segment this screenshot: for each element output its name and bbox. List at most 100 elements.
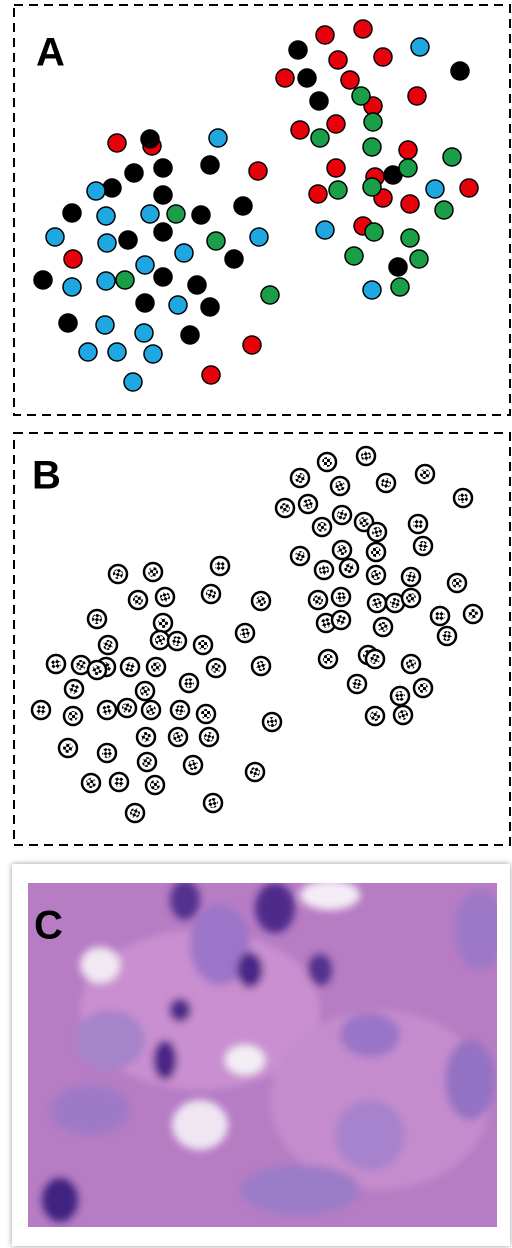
point-pattern [412,519,423,529]
point-pattern [295,473,305,483]
point [95,315,115,335]
point-pattern [91,665,102,675]
point [124,163,144,183]
point [143,344,163,364]
point [351,86,371,106]
point [45,227,65,247]
point [242,335,262,355]
point [140,204,160,224]
point-pattern [184,678,194,688]
point-pattern [371,547,381,557]
point [86,181,106,201]
point-pattern [323,654,333,664]
point-pattern [336,615,346,625]
point [388,257,408,277]
point [297,68,317,88]
point [275,68,295,88]
panel-label: C [34,904,63,948]
point [153,158,173,178]
point-pattern [125,662,135,672]
point [260,285,280,305]
point [153,222,173,242]
point-pattern [140,686,150,696]
point-pattern [442,631,452,641]
point-pattern [148,567,158,577]
point [328,180,348,200]
point [200,297,220,317]
point-pattern [113,569,123,579]
point-pattern [406,659,416,669]
point [97,233,117,253]
point [308,184,328,204]
point-pattern [206,589,216,599]
point [134,323,154,343]
point [398,140,418,160]
point [191,205,211,225]
point [153,267,173,287]
point-pattern [256,596,266,606]
point-pattern [36,705,46,715]
point-pattern [303,499,313,509]
point-pattern [370,711,380,721]
point-pattern [204,732,214,742]
point-pattern [267,717,277,727]
point [410,37,430,57]
point-pattern [452,578,462,588]
point-pattern [417,541,428,551]
panel-label: A [36,31,65,75]
point [326,158,346,178]
point-pattern [68,711,78,721]
point [123,372,143,392]
point [187,275,207,295]
point [398,158,418,178]
point [315,220,335,240]
point [400,228,420,248]
point [96,206,116,226]
point-pattern [86,778,96,788]
point-pattern [150,780,160,790]
point [153,185,173,205]
point-pattern [398,710,408,720]
point-pattern [313,595,323,605]
point-pattern [239,628,250,638]
panel-label: B [32,454,61,498]
point-pattern [172,732,183,742]
point-pattern [155,635,165,645]
point [224,249,244,269]
point-pattern [102,705,112,715]
point [459,178,479,198]
point-pattern [280,503,290,513]
point [407,86,427,106]
point [400,194,420,214]
point-pattern [361,451,371,461]
point [107,342,127,362]
point-pattern [63,743,73,753]
histology-image [12,864,510,1246]
point [315,25,335,45]
point-pattern [405,572,416,582]
point-pattern [256,661,266,671]
point-pattern [215,561,225,571]
point-pattern [321,618,331,628]
point [363,112,383,132]
point [135,255,155,275]
point [140,129,160,149]
point-pattern [336,592,346,602]
point [390,277,410,297]
point [328,50,348,70]
point-pattern [160,592,171,602]
point-pattern [369,654,380,664]
point-pattern [172,636,182,646]
point [373,47,393,67]
point [201,365,221,385]
point [102,178,122,198]
point-pattern [435,611,446,621]
point-pattern [103,640,113,650]
point [344,246,364,266]
point [174,243,194,263]
point [166,204,186,224]
point-pattern [250,767,260,777]
point-pattern [335,481,345,491]
point-pattern [390,598,400,608]
